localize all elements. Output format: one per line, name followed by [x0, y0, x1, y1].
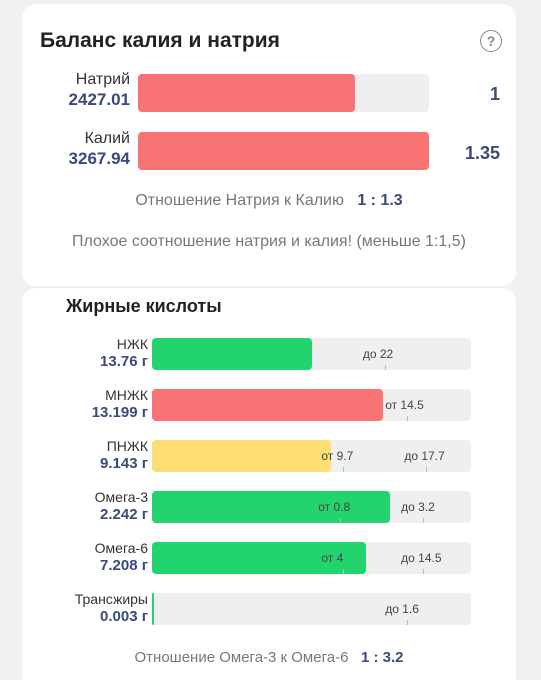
sodium-ratio: 1: [489, 84, 500, 104]
nzhk-bar-fill: [152, 338, 312, 370]
omega-ratio-label: Отношение Омега-3 к Омега-6: [134, 649, 349, 666]
nzhk-bar: до 22: [152, 338, 471, 370]
ratio-value: 1 : 1.3: [357, 192, 403, 209]
pnzhk-marker-tick-1: [426, 467, 428, 472]
omega3-value: 2.242 г: [100, 506, 148, 523]
omega3-marker-0: от 0.8: [318, 500, 351, 514]
omega3-bar-fill: [152, 491, 390, 523]
trans-marker-tick-0: [407, 620, 409, 625]
trans-bar: до 1.6: [152, 593, 471, 625]
omega6-marker-tick-0: [343, 569, 345, 574]
pnzhk-bar: от 9.7 до 17.7: [152, 440, 471, 472]
omega6-marker-tick-1: [423, 569, 425, 574]
potassium-ratio: 1.35: [464, 143, 500, 163]
sodium-value: 2427.01: [68, 90, 130, 109]
fatty-acids-card: Жирные кислоты НЖК 13.76 г до 22 МНЖК 13.199…: [22, 288, 516, 680]
potassium-label: Калий: [84, 130, 130, 147]
nzhk-marker-0: до 22: [362, 347, 394, 361]
omega6-value: 7.208 г: [100, 557, 148, 574]
sodium-label: Натрий: [75, 71, 130, 88]
pnzhk-label: ПНЖК: [106, 438, 148, 454]
omega6-bar: от 4 до 14.5: [152, 542, 471, 574]
mnzhk-bar-fill: [152, 389, 384, 421]
pnzhk-value: 9.143 г: [100, 455, 148, 472]
potassium-bar-fill: [138, 132, 429, 170]
omega3-marker-1: до 3.2: [401, 500, 435, 514]
pnzhk-marker-1: до 17.7: [404, 449, 445, 463]
mnzhk-value: 13.199 г: [91, 404, 148, 421]
trans-label: Трансжиры: [74, 591, 148, 607]
warning-text: Плохое соотношение натрия и калия! (мень…: [72, 233, 466, 250]
omega6-marker-0: от 4: [321, 551, 344, 565]
omega3-marker-tick-0: [340, 518, 342, 523]
omega6-label: Омега-6: [94, 540, 148, 556]
omega6-bar-fill: [152, 542, 366, 574]
omega6-marker-1: до 14.5: [401, 551, 442, 565]
card-title: Баланс калия и натрия: [40, 29, 280, 52]
potassium-value: 3267.94: [68, 149, 130, 168]
mnzhk-label: МНЖК: [105, 387, 148, 403]
pnzhk-marker-tick-0: [343, 467, 345, 472]
omega3-bar: от 0.8 до 3.2: [152, 491, 471, 523]
potassium-bar: [138, 132, 429, 170]
card-title: Жирные кислоты: [66, 296, 222, 316]
trans-marker-0: до 1.6: [385, 602, 419, 616]
question-circle-icon[interactable]: ?: [480, 30, 502, 52]
mnzhk-marker-tick-0: [407, 416, 409, 421]
sodium-potassium-ratio: Отношение Натрия к Калию 1 : 1.3: [22, 192, 516, 210]
omega-ratio: Отношение Омега-3 к Омега-6 1 : 3.2: [22, 649, 516, 666]
nzhk-label: НЖК: [116, 336, 148, 352]
trans-value: 0.003 г: [100, 608, 148, 625]
omega3-marker-tick-1: [423, 518, 425, 523]
sodium-potassium-card: Баланс калия и натрия ? Натрий 2427.01 1…: [22, 4, 516, 286]
nzhk-marker-tick-0: [384, 365, 386, 370]
sodium-bar-fill: [138, 74, 355, 112]
pnzhk-marker-0: от 9.7: [321, 449, 354, 463]
ratio-label: Отношение Натрия к Калию: [135, 192, 344, 209]
mnzhk-bar: от 14.5: [152, 389, 471, 421]
omega3-label: Омега-3: [94, 489, 148, 505]
pnzhk-bar-fill: [152, 440, 331, 472]
nzhk-value: 13.76 г: [100, 353, 148, 370]
sodium-bar: [138, 74, 429, 112]
omega-ratio-value: 1 : 3.2: [360, 649, 404, 666]
mnzhk-marker-0: от 14.5: [385, 398, 424, 412]
trans-bar-fill: [152, 593, 154, 625]
